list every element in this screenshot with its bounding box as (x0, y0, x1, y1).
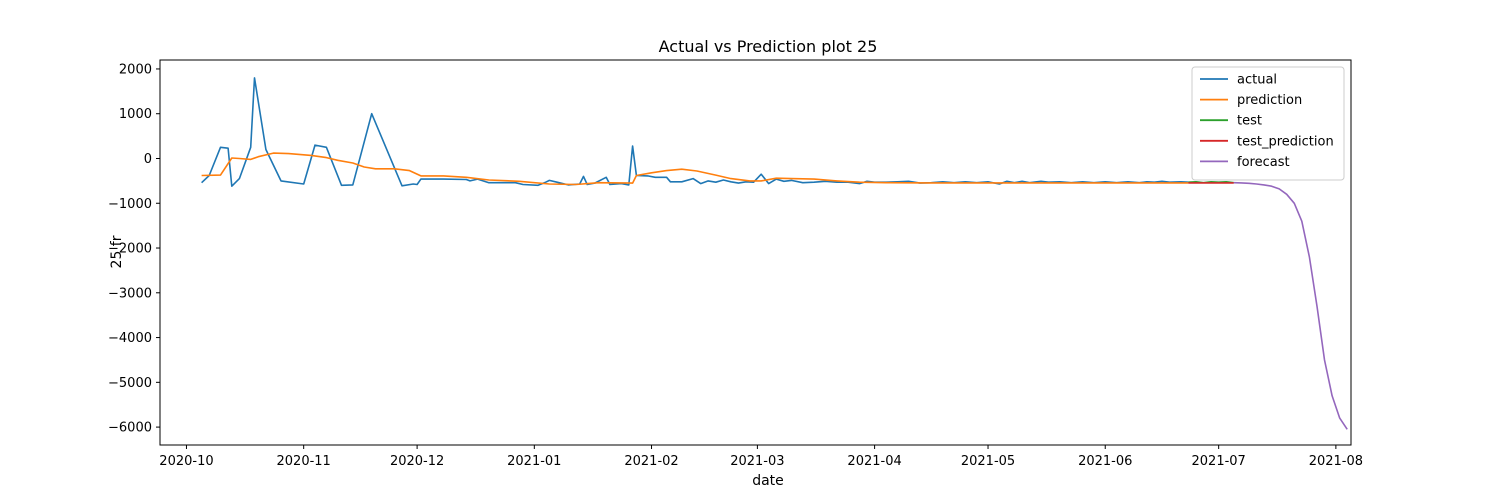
x-tick-label: 2021-08 (1309, 454, 1363, 469)
y-tick-label: 1000 (119, 107, 152, 122)
y-tick-label: −5000 (108, 376, 152, 391)
legend-label-forecast: forecast (1237, 155, 1290, 170)
x-tick-label: 2021-03 (730, 454, 784, 469)
x-tick-label: 2020-11 (277, 454, 331, 469)
legend-label-prediction: prediction (1237, 93, 1302, 108)
y-tick-label: −4000 (108, 331, 152, 346)
x-tick-label: 2021-04 (847, 454, 901, 469)
x-tick-label: 2020-10 (159, 454, 213, 469)
legend-label-test: test (1237, 114, 1262, 129)
plot-area (159, 59, 1352, 446)
series-line-prediction (201, 152, 1189, 186)
y-tick-label: −3000 (108, 286, 152, 301)
y-tick-label: 0 (144, 152, 152, 167)
legend-label-test_prediction: test_prediction (1237, 134, 1334, 149)
x-axis: 2020-10 2020-11 2020-12 2021-01 2021-02 2021-… (159, 445, 1363, 469)
x-tick-label: 2021-06 (1078, 454, 1132, 469)
series-lines (201, 77, 1348, 430)
legend-label-actual: actual (1237, 73, 1277, 88)
chart-title: Actual vs Prediction plot 25 (659, 37, 878, 56)
x-tick-label: 2021-02 (624, 454, 678, 469)
y-axis-label: 25 fr (109, 235, 125, 268)
y-tick-label: −6000 (108, 421, 152, 436)
x-tick-label: 2021-01 (507, 454, 561, 469)
legend-frame (1191, 66, 1345, 181)
y-axis: 2000 1000 0 −1000 −2000 −3000 −4000 −5000 −6000 (108, 62, 160, 436)
x-tick-label: 2021-05 (961, 454, 1015, 469)
x-tick-label: 2020-12 (390, 454, 444, 469)
legend: actual prediction test test_predictionforec… (1191, 66, 1345, 181)
series-line-actual (201, 77, 1189, 187)
series-line-test (1188, 181, 1234, 184)
series-line-forecast (1233, 181, 1348, 430)
y-tick-label: −1000 (108, 197, 152, 212)
y-tick-label: −2000 (108, 242, 152, 257)
x-axis-label: date (752, 473, 784, 489)
x-tick-label: 2021-07 (1192, 454, 1246, 469)
y-tick-label: 2000 (119, 62, 152, 77)
